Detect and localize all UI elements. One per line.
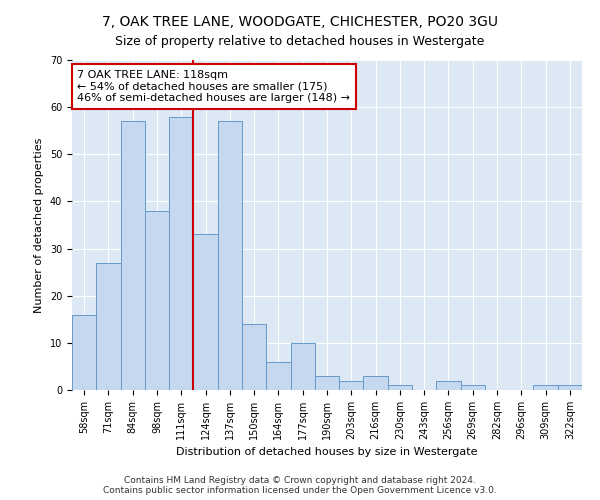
- Bar: [266, 362, 290, 390]
- Bar: [436, 380, 461, 390]
- Y-axis label: Number of detached properties: Number of detached properties: [34, 138, 44, 312]
- X-axis label: Distribution of detached houses by size in Westergate: Distribution of detached houses by size …: [176, 448, 478, 458]
- Bar: [169, 116, 193, 390]
- Bar: [558, 386, 582, 390]
- Bar: [364, 376, 388, 390]
- Bar: [218, 122, 242, 390]
- Bar: [193, 234, 218, 390]
- Bar: [145, 211, 169, 390]
- Text: 7 OAK TREE LANE: 118sqm
← 54% of detached houses are smaller (175)
46% of semi-d: 7 OAK TREE LANE: 118sqm ← 54% of detache…: [77, 70, 350, 103]
- Bar: [72, 314, 96, 390]
- Text: Size of property relative to detached houses in Westergate: Size of property relative to detached ho…: [115, 35, 485, 48]
- Bar: [290, 343, 315, 390]
- Bar: [339, 380, 364, 390]
- Bar: [242, 324, 266, 390]
- Bar: [121, 122, 145, 390]
- Bar: [461, 386, 485, 390]
- Bar: [315, 376, 339, 390]
- Text: 7, OAK TREE LANE, WOODGATE, CHICHESTER, PO20 3GU: 7, OAK TREE LANE, WOODGATE, CHICHESTER, …: [102, 15, 498, 29]
- Text: Contains HM Land Registry data © Crown copyright and database right 2024.
Contai: Contains HM Land Registry data © Crown c…: [103, 476, 497, 495]
- Bar: [533, 386, 558, 390]
- Bar: [96, 262, 121, 390]
- Bar: [388, 386, 412, 390]
